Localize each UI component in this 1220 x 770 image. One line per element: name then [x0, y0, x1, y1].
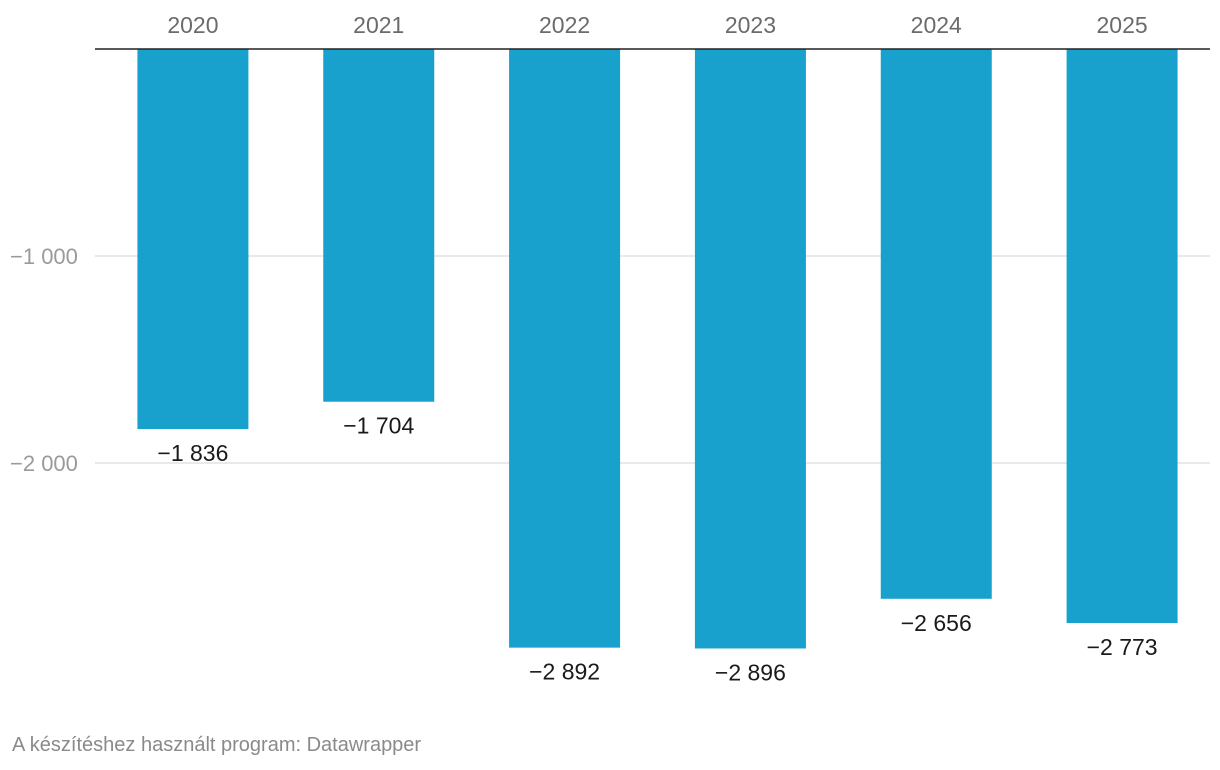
gridlines	[95, 255, 1210, 464]
footer-credit: A készítéshez használt program: Datawrap…	[12, 734, 422, 756]
data-labels: −1 836 −1 704 −2 892 −2 896 −2 656 −2 773	[157, 413, 1157, 686]
bar-2020	[137, 49, 249, 430]
category-label-2020: 2020	[167, 12, 218, 38]
value-label-2023: −2 896	[715, 659, 786, 685]
y-tick-label: −1 000	[10, 244, 78, 269]
value-label-2021: −1 704	[343, 413, 414, 439]
bar-2025	[1066, 49, 1178, 624]
value-label-2024: −2 656	[901, 610, 972, 636]
value-label-2025: −2 773	[1087, 634, 1158, 660]
bar-2024	[880, 49, 992, 599]
bars	[137, 49, 1178, 649]
bar-2023	[694, 49, 806, 649]
bar-2021	[323, 49, 435, 402]
value-label-2022: −2 892	[529, 659, 600, 685]
bar-chart: −1 000 −2 000 2020 2021 2022 2023 2024 2025 −1…	[10, 12, 1210, 686]
y-tick-label: −2 000	[10, 451, 78, 476]
category-label-2022: 2022	[539, 12, 590, 38]
category-label-2024: 2024	[911, 12, 962, 38]
y-axis-ticks: −1 000 −2 000	[10, 244, 78, 476]
category-label-2025: 2025	[1096, 12, 1147, 38]
category-axis: 2020 2021 2022 2023 2024 2025	[167, 12, 1147, 38]
value-label-2020: −1 836	[157, 440, 228, 466]
category-label-2021: 2021	[353, 12, 404, 38]
bar-2022	[509, 49, 621, 648]
category-label-2023: 2023	[725, 12, 776, 38]
